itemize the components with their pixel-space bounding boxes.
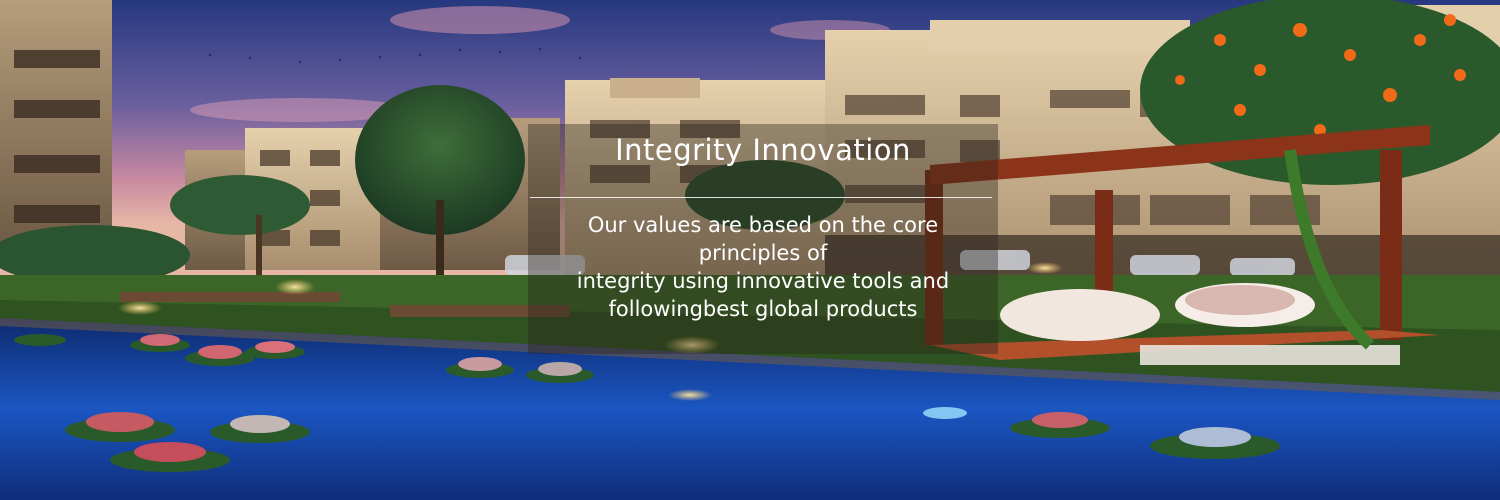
banner-body-line: integrity using innovative tools and	[576, 269, 950, 293]
banner-body-line: Our values are based on the core	[587, 213, 939, 237]
banner-body-line: principles of	[698, 241, 828, 265]
caption-overlay-panel	[528, 124, 998, 354]
banner-body-line: followingbest global products	[608, 297, 918, 321]
headline-divider	[530, 197, 992, 198]
banner-headline: Integrity Innovation	[615, 133, 911, 167]
banner-body-text: Our values are based on the core princip…	[528, 211, 998, 323]
